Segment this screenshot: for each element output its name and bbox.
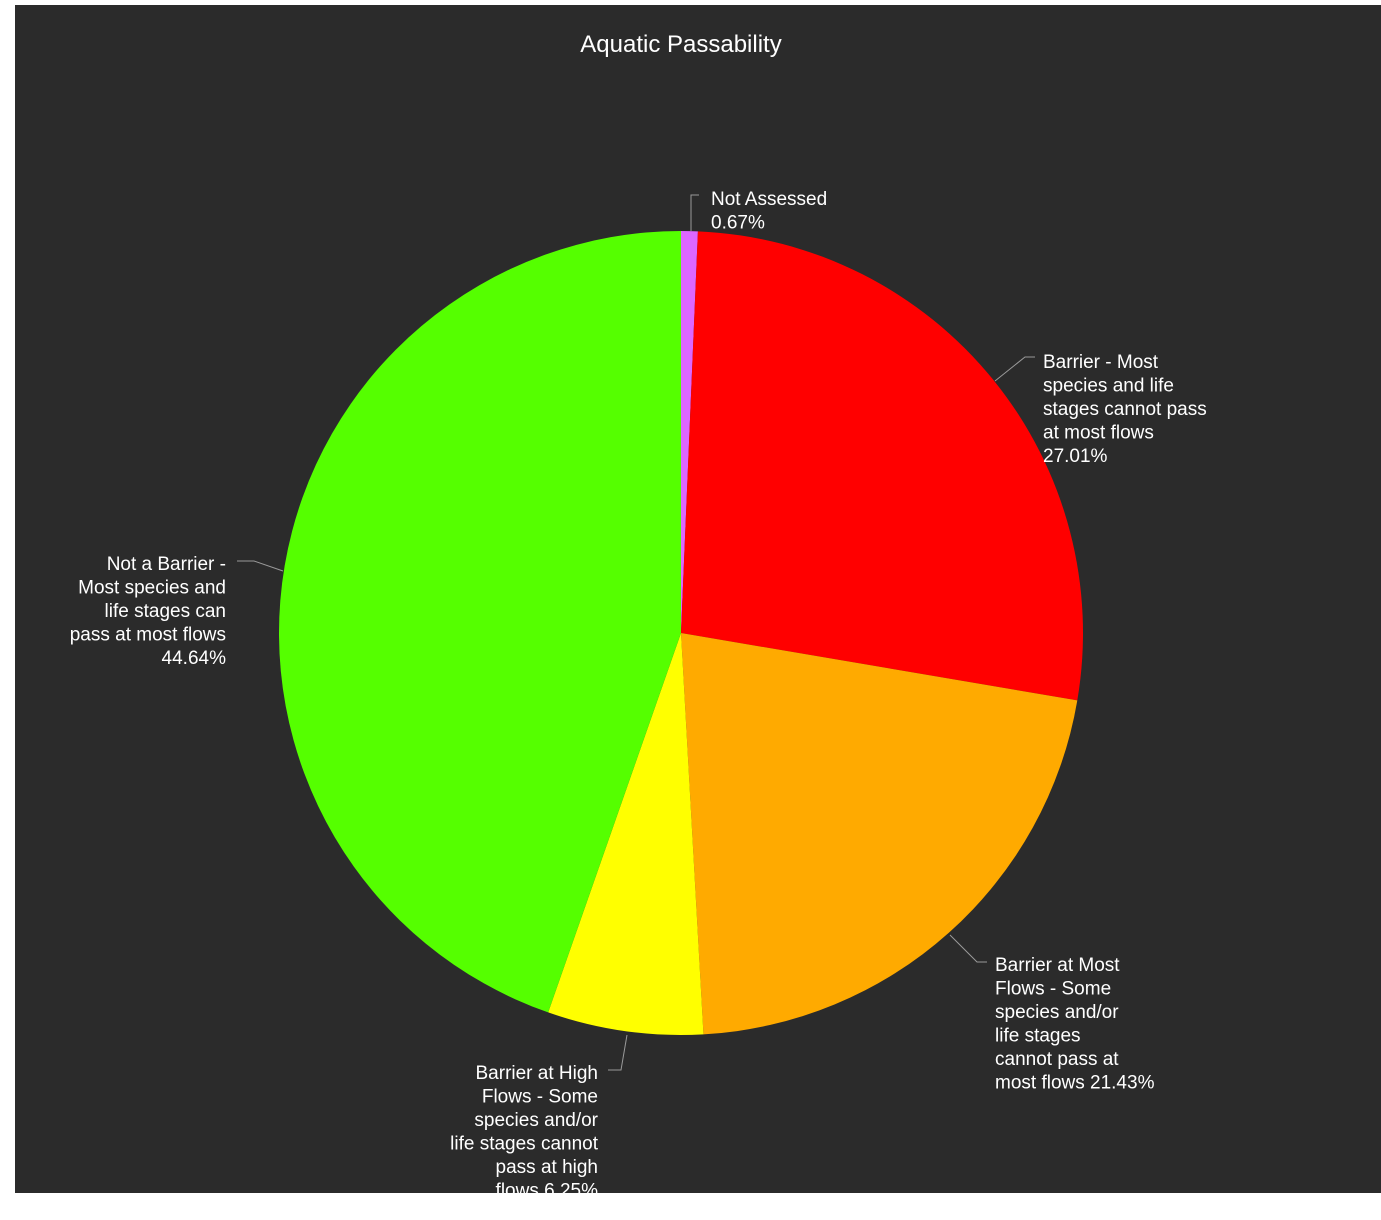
leader-line-2 bbox=[994, 356, 1035, 382]
pie-slice-2[interactable] bbox=[681, 231, 1083, 701]
slice-label-5: Not a Barrier - Most species and life stag… bbox=[70, 554, 226, 669]
slice-label-line: Flows - Some bbox=[995, 979, 1111, 1000]
slice-label-line: flows 6.25% bbox=[496, 1181, 599, 1194]
slice-label-line: at most flows bbox=[1043, 423, 1154, 444]
leader-line-5 bbox=[237, 560, 284, 572]
pie-slice-1[interactable] bbox=[681, 231, 698, 633]
leader-line-1 bbox=[690, 194, 699, 231]
slice-label-line: stages cannot pass bbox=[1043, 399, 1207, 420]
slice-label-line: species and/or bbox=[474, 1110, 598, 1131]
pie-slice-5[interactable] bbox=[279, 231, 681, 1013]
pie-slice-3[interactable] bbox=[681, 633, 1078, 1035]
chart-panel: Aquatic Passability Not Assessed 0.67% Bar… bbox=[15, 5, 1381, 1193]
slice-label-4: Barrier at High Flows - Some species and/o… bbox=[450, 1063, 599, 1193]
slice-label-2: Barrier - Most species and life stages can… bbox=[1043, 352, 1207, 467]
slice-label-line: Not a Barrier - bbox=[107, 554, 226, 575]
slice-label-line: life stages bbox=[995, 1026, 1081, 1047]
slice-label-line: Barrier at High bbox=[476, 1063, 599, 1084]
slice-label-line: most flows 21.43% bbox=[995, 1073, 1155, 1094]
slice-label-line: pass at most flows bbox=[70, 625, 226, 646]
chart-title: Aquatic Passability bbox=[580, 31, 782, 58]
slice-label-line: Most species and bbox=[78, 578, 226, 599]
slice-label-line: life stages can bbox=[105, 601, 226, 622]
slice-label-line: species and/or bbox=[995, 1002, 1119, 1023]
pie-slice-4[interactable] bbox=[548, 633, 704, 1035]
pie-chart: Not Assessed 0.67% Barrier - Most species a… bbox=[70, 189, 1207, 1193]
slice-label-line: life stages cannot bbox=[450, 1134, 599, 1155]
slice-label-line: 27.01% bbox=[1043, 446, 1108, 467]
slice-label-line: Not Assessed bbox=[711, 189, 827, 210]
slice-label-line: species and life bbox=[1043, 376, 1174, 397]
slice-label-line: cannot pass at bbox=[995, 1049, 1119, 1070]
slice-label-3: Barrier at Most Flows - Some species and/o… bbox=[995, 955, 1155, 1094]
slice-label-line: Flows - Some bbox=[482, 1087, 598, 1108]
slice-label-line: 0.67% bbox=[711, 213, 765, 234]
slice-label-line: Barrier at Most bbox=[995, 955, 1120, 976]
slice-label-line: 44.64% bbox=[162, 648, 227, 669]
slice-label-line: Barrier - Most bbox=[1043, 352, 1159, 373]
leader-line-4 bbox=[608, 1034, 628, 1071]
slice-label-1: Not Assessed 0.67% bbox=[711, 189, 827, 234]
leader-line-3 bbox=[949, 934, 987, 963]
slice-label-line: pass at high bbox=[496, 1157, 598, 1178]
